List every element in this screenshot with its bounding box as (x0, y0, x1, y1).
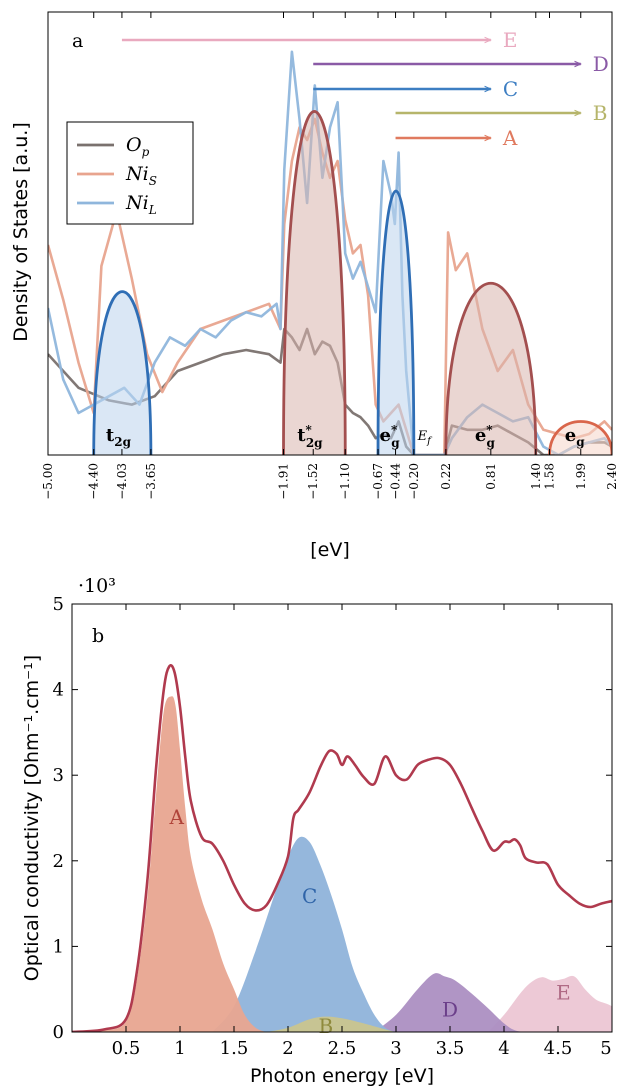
y-tick-label-b: 4 (53, 680, 64, 701)
band-fill-1 (283, 111, 346, 455)
x-tick-label-b: 0.5 (112, 1038, 141, 1059)
x-tick-label-a: 2.40 (605, 463, 619, 490)
transition-label-b: B (593, 101, 608, 125)
x-tick-label-a: −1.52 (306, 463, 320, 500)
area-label-b: B (318, 1014, 333, 1038)
y-tick-label-b: 1 (53, 936, 64, 957)
x-tick-label-b: 2.5 (328, 1038, 357, 1059)
x-tick-label-a: 0.81 (484, 463, 498, 490)
area-label-c: C (302, 884, 317, 908)
band-label-4: eg (565, 425, 585, 449)
plot-frame-a (47, 11, 613, 456)
x-tick-label-a: 1.58 (543, 463, 557, 490)
x-ticks-a: −5.00 −4.40 −4.03 −3.65 −1.91 −1.52 −1.10 −0.67… (41, 12, 619, 500)
y-tick-label-b: 5 (53, 594, 64, 615)
x-tick-label-b: 3 (390, 1038, 401, 1059)
y-multiplier: ·10³ (78, 575, 116, 597)
x-tick-label-b: 3.5 (436, 1038, 465, 1059)
band-envelope-0 (92, 290, 153, 455)
legend-label-ni-s: NiS (125, 163, 157, 188)
x-tick-label-a: −1.10 (338, 463, 352, 500)
band-label-0: t2g (106, 425, 132, 449)
contribution-areas-group (72, 696, 612, 1032)
contribution-area-e (487, 975, 612, 1032)
transition-label-e: E (503, 28, 518, 52)
total-conductivity-line (72, 663, 612, 1032)
x-tick-label-b: 4 (498, 1038, 509, 1059)
contribution-area-b (266, 1016, 396, 1032)
x-tick-label-b: 4.5 (544, 1038, 573, 1059)
y-axis-label-b: Optical conductivity [Ohm⁻¹.cm⁻¹] (21, 655, 43, 981)
legend-a: Op NiS NiL (66, 121, 194, 225)
contribution-area-c (212, 836, 396, 1032)
contribution-area-a (72, 696, 267, 1032)
band-label-3: e* g (475, 423, 496, 450)
x-axis-label-a: [eV] (310, 539, 350, 561)
x-tick-label-a: −5.00 (41, 463, 55, 500)
band-envelope-4 (548, 420, 612, 455)
x-tick-label-a: −4.40 (87, 463, 101, 500)
y-tick-label-b: 0 (53, 1022, 64, 1043)
area-label-d: D (442, 998, 458, 1022)
fermi-level-label: Ef (417, 429, 434, 447)
x-tick-label-b: 1.5 (220, 1038, 249, 1059)
area-label-a: A (169, 805, 185, 829)
x-tick-label-a: −1.91 (277, 463, 291, 500)
transition-label-a: A (502, 126, 518, 150)
x-tick-label-b: 5 (600, 1038, 611, 1059)
legend-label-ni-l: NiL (125, 192, 157, 217)
axis-ticks-b: 0.5 1 1.5 2 2.5 3 3.5 4 4.5 5 0 1 2 3 4 5 (53, 594, 613, 1059)
band-envelopes-group: t2g t* 2g e* g e* g eg (92, 110, 612, 455)
y-tick-label-b: 2 (53, 851, 64, 872)
panel-label-a: a (72, 30, 83, 52)
band-fill-0 (93, 291, 151, 455)
x-tick-label-a: −3.65 (144, 463, 158, 500)
transition-label-c: C (503, 77, 518, 101)
band-label-1: t* 2g (297, 423, 323, 450)
x-tick-label-a: 1.40 (529, 463, 543, 490)
transition-label-d: D (593, 52, 609, 76)
panel-label-b: b (92, 625, 104, 647)
x-axis-label-b: Photon energy [eV] (250, 1065, 434, 1086)
area-label-e: E (556, 980, 571, 1004)
panel-a: t2g t* 2g e* g e* g eg −5.00 −4.40 −4.03 −3.65 −1.9… (10, 11, 619, 561)
band-envelope-2 (376, 189, 416, 455)
total-curve-group (72, 663, 612, 1032)
band-fill-3 (445, 283, 536, 455)
band-envelope-1 (282, 110, 347, 455)
y-tick-label-b: 3 (53, 765, 64, 786)
legend-label-o-p: Op (126, 134, 150, 159)
band-fill-2 (378, 191, 414, 455)
band-label-2: e* g (380, 423, 401, 450)
y-axis-label-a: Density of States [a.u.] (10, 122, 32, 341)
transition-arrows: E D C B A (121, 28, 609, 150)
x-tick-label-b: 1 (174, 1038, 185, 1059)
x-tick-label-a: −0.67 (371, 463, 385, 500)
x-tick-label-a: 1.99 (574, 463, 588, 490)
x-tick-label-a: −0.20 (407, 463, 421, 500)
band-fill-4 (549, 421, 612, 455)
band-envelope-3 (444, 281, 538, 455)
x-tick-label-a: −4.03 (115, 463, 129, 500)
x-tick-label-a: −0.44 (389, 463, 403, 500)
contribution-area-d (374, 973, 526, 1032)
x-tick-label-b: 2 (282, 1038, 293, 1059)
x-tick-label-a: 0.22 (439, 463, 453, 490)
